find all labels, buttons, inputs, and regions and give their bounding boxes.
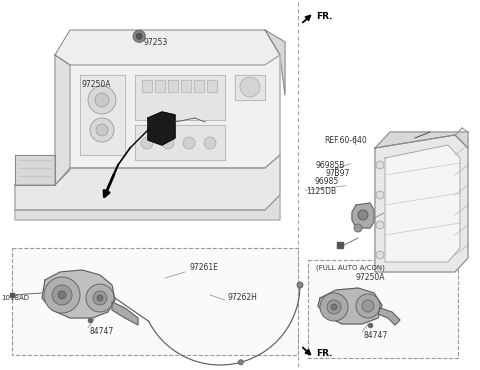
Circle shape (162, 137, 174, 149)
Circle shape (376, 251, 384, 259)
Text: 97397: 97397 (325, 169, 350, 178)
Circle shape (133, 30, 145, 42)
Text: 84747: 84747 (90, 327, 114, 336)
Circle shape (320, 293, 348, 321)
Circle shape (52, 285, 72, 305)
Circle shape (358, 210, 368, 220)
Polygon shape (375, 135, 468, 272)
Polygon shape (265, 30, 285, 95)
Polygon shape (42, 270, 115, 318)
Circle shape (356, 294, 380, 318)
Text: (FULL AUTO A/CON): (FULL AUTO A/CON) (316, 265, 385, 271)
Polygon shape (15, 155, 280, 210)
Polygon shape (352, 203, 374, 228)
Text: 97261E: 97261E (190, 263, 219, 272)
Polygon shape (318, 288, 382, 324)
Polygon shape (70, 55, 280, 168)
Text: FR.: FR. (316, 12, 332, 21)
Text: 97253: 97253 (143, 38, 168, 47)
Circle shape (97, 295, 103, 301)
Circle shape (362, 300, 374, 312)
Text: 96985: 96985 (314, 177, 339, 186)
Circle shape (376, 161, 384, 169)
Polygon shape (181, 80, 191, 92)
Text: 97250A: 97250A (82, 80, 111, 89)
Text: 97250A: 97250A (355, 273, 384, 283)
Bar (308, 260, 458, 358)
Polygon shape (155, 80, 165, 92)
Circle shape (95, 93, 109, 107)
Polygon shape (15, 195, 280, 220)
Circle shape (297, 282, 303, 288)
Polygon shape (378, 308, 400, 325)
Circle shape (331, 304, 337, 310)
Polygon shape (55, 55, 70, 185)
Circle shape (136, 33, 142, 39)
Text: FR.: FR. (316, 349, 332, 358)
Circle shape (96, 124, 108, 136)
Text: REF.60-640: REF.60-640 (324, 136, 367, 145)
Circle shape (58, 291, 66, 299)
Circle shape (183, 137, 195, 149)
Polygon shape (135, 75, 225, 120)
Polygon shape (375, 132, 468, 148)
Circle shape (240, 77, 260, 97)
Circle shape (376, 191, 384, 199)
Text: 97262H: 97262H (228, 293, 258, 303)
Polygon shape (235, 75, 265, 100)
Text: 84747: 84747 (363, 332, 387, 340)
Bar (12, 248, 298, 355)
Text: 1018AD: 1018AD (1, 295, 29, 301)
Circle shape (238, 360, 243, 365)
Circle shape (86, 284, 114, 312)
Polygon shape (55, 30, 280, 65)
Polygon shape (80, 75, 125, 155)
Polygon shape (148, 112, 175, 145)
Polygon shape (15, 155, 55, 185)
Circle shape (93, 291, 107, 305)
Circle shape (327, 300, 341, 314)
Circle shape (44, 277, 80, 313)
Polygon shape (385, 145, 460, 262)
Circle shape (204, 137, 216, 149)
Circle shape (90, 118, 114, 142)
Circle shape (141, 137, 153, 149)
Circle shape (376, 221, 384, 229)
Text: 1125DB: 1125DB (306, 187, 336, 196)
Circle shape (354, 224, 362, 232)
Circle shape (88, 86, 116, 114)
Polygon shape (135, 125, 225, 160)
Text: 96985B: 96985B (316, 161, 345, 170)
Polygon shape (194, 80, 204, 92)
Polygon shape (112, 302, 138, 325)
Polygon shape (207, 80, 217, 92)
Polygon shape (142, 80, 152, 92)
Polygon shape (168, 80, 178, 92)
